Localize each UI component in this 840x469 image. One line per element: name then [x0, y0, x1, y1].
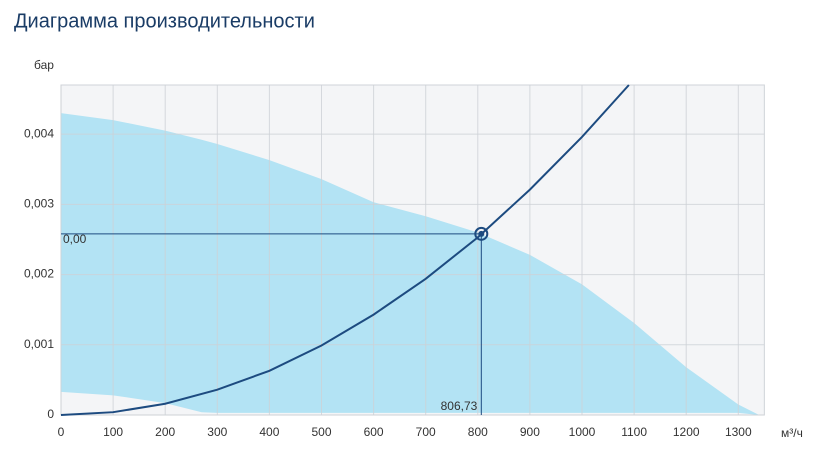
x-tick-label: 1100 [621, 425, 647, 439]
operating-point [474, 226, 489, 241]
y-tick-label: 0 [47, 407, 54, 421]
x-tick-label: 1200 [673, 425, 700, 439]
y-tick-label: 0,004 [24, 126, 54, 140]
x-tick-label: 100 [103, 425, 123, 439]
operating-point-dot [478, 230, 485, 237]
x-tick-label: 900 [520, 425, 540, 439]
x-tick-label: 0 [58, 425, 65, 439]
chart-title: Диаграмма производительности [14, 10, 315, 32]
operating-y-label: 0,00 [63, 232, 87, 246]
y-tick-label: 0,003 [24, 197, 54, 211]
system-curve [60, 84, 630, 416]
performance-area [61, 113, 760, 415]
x-tick-label: 400 [259, 425, 279, 439]
x-tick-label: 600 [364, 425, 384, 439]
x-axis-label: м³/ч [781, 426, 803, 440]
y-axis-label: бар [34, 58, 54, 72]
x-tick-label: 1300 [725, 425, 752, 439]
x-tick-label: 1000 [569, 425, 596, 439]
y-tick-label: 0,001 [24, 337, 54, 351]
x-tick-label: 300 [207, 425, 227, 439]
y-tick-label: 0,002 [24, 267, 54, 281]
x-tick-label: 700 [416, 425, 436, 439]
x-tick-label: 200 [155, 425, 175, 439]
x-tick-label: 800 [468, 425, 488, 439]
operating-x-label: 806,73 [441, 399, 478, 413]
x-tick-label: 500 [311, 425, 331, 439]
